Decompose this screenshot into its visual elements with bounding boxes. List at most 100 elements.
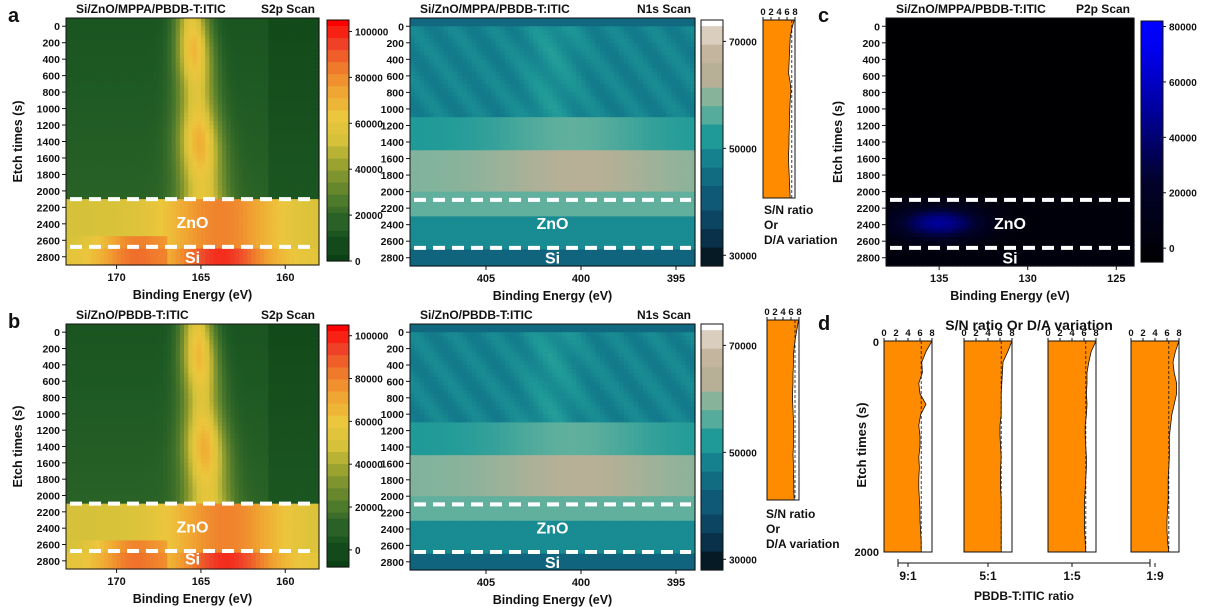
heatmap-cell xyxy=(234,120,240,126)
heatmap-cell xyxy=(146,252,151,258)
heatmap-cell xyxy=(243,83,248,89)
heatmap-cell xyxy=(500,67,506,73)
heatmap-cell xyxy=(133,232,139,237)
heatmap-cell xyxy=(184,38,189,44)
heatmap-cell xyxy=(137,199,143,204)
heatmap-cell xyxy=(302,207,307,213)
heatmap-cell xyxy=(125,75,130,81)
heatmap-cell xyxy=(595,34,601,40)
heatmap-cell xyxy=(666,26,672,31)
heatmap-cell xyxy=(74,38,80,44)
heatmap-cell xyxy=(452,63,459,69)
heatmap-cell xyxy=(285,67,291,73)
heatmap-cell xyxy=(495,84,501,89)
heatmap-cell xyxy=(285,120,291,126)
panel-letter-a: a xyxy=(8,5,20,27)
heatmap-cell xyxy=(247,215,253,221)
heatmap-cell xyxy=(179,125,185,130)
heatmap-cell xyxy=(609,26,615,31)
heatmap-cell xyxy=(259,71,265,77)
heatmap-cell xyxy=(600,92,606,98)
heatmap-cell xyxy=(251,149,257,155)
heatmap-cell xyxy=(314,71,320,77)
colorbar-segment xyxy=(327,224,349,232)
heatmap-cell xyxy=(95,227,101,233)
heatmap-cell xyxy=(230,207,236,213)
heatmap-cell xyxy=(306,211,312,217)
heatmap-cell xyxy=(137,232,143,237)
heatmap-cell xyxy=(95,50,101,56)
heatmap-cell xyxy=(268,120,274,126)
heatmap-cell xyxy=(264,162,269,167)
heatmap-cell xyxy=(95,63,101,68)
heatmap-cell xyxy=(524,30,530,36)
heatmap-cell xyxy=(638,80,644,85)
heatmap-cell xyxy=(255,112,261,118)
heatmap-cell xyxy=(562,84,568,89)
heatmap-cell xyxy=(112,67,118,73)
heatmap-cell xyxy=(200,186,206,192)
heatmap-cell xyxy=(66,166,71,171)
heatmap-cell xyxy=(95,207,101,213)
heatmap-cell xyxy=(590,92,596,98)
heatmap-cell xyxy=(137,26,143,31)
heatmap-cell xyxy=(314,59,320,64)
heatmap-cell xyxy=(566,18,573,23)
heatmap-cell xyxy=(306,83,312,89)
heatmap-cell xyxy=(566,42,573,48)
heatmap-cell xyxy=(196,244,202,250)
heatmap-cell xyxy=(414,80,421,85)
heatmap-cell xyxy=(158,149,164,155)
heatmap-cell xyxy=(108,190,113,196)
heatmap-cell xyxy=(666,59,672,65)
heatmap-cell xyxy=(505,22,511,27)
heatmap-cell xyxy=(528,46,535,52)
heatmap-cell xyxy=(205,50,210,56)
heatmap-cell xyxy=(112,203,118,208)
x-tick-label: 160 xyxy=(276,272,294,284)
heatmap-cell xyxy=(255,186,261,192)
heatmap-cell xyxy=(78,67,84,73)
heatmap-cell xyxy=(162,240,168,246)
heatmap-cell xyxy=(293,38,299,44)
heatmap-cell xyxy=(547,26,554,31)
heatmap-cell xyxy=(209,223,215,229)
heatmap-cell xyxy=(196,59,202,64)
heatmap-cell xyxy=(87,149,92,155)
heatmap-cell xyxy=(70,112,76,118)
heatmap-cell xyxy=(285,203,291,208)
heatmap-cell xyxy=(486,26,492,31)
heatmap-cell xyxy=(70,63,76,68)
heatmap-cell xyxy=(495,104,501,110)
heatmap-cell xyxy=(448,75,454,81)
heatmap-cell xyxy=(306,232,312,237)
heatmap-cell xyxy=(158,34,164,40)
heatmap-cell xyxy=(619,88,625,93)
heatmap-cell xyxy=(154,178,160,184)
heatmap-cell xyxy=(462,34,468,40)
heatmap-cell xyxy=(200,157,206,163)
heatmap-cell xyxy=(272,190,278,196)
heatmap-cell xyxy=(448,104,454,110)
heatmap-cell xyxy=(167,96,173,101)
heatmap-cell xyxy=(685,67,691,73)
heatmap-cell xyxy=(217,18,223,23)
heatmap-cell xyxy=(179,153,185,159)
heatmap-cell xyxy=(600,63,606,69)
heatmap-cell xyxy=(108,129,113,134)
heatmap-cell xyxy=(272,67,278,73)
heatmap-cell xyxy=(247,153,253,159)
heatmap-cell xyxy=(234,145,240,151)
heatmap-cell xyxy=(259,178,265,184)
heatmap-cell xyxy=(217,211,223,217)
heatmap-cell xyxy=(226,108,232,114)
heatmap-cell xyxy=(158,199,164,204)
heatmap-cell xyxy=(213,112,219,118)
heatmap-cell xyxy=(205,22,210,27)
heatmap-cell xyxy=(289,87,295,93)
heatmap-cell xyxy=(78,166,84,171)
heatmap-cell xyxy=(259,219,265,225)
heatmap-cell xyxy=(255,182,261,188)
heatmap-cell xyxy=(179,71,185,77)
heatmap-cell xyxy=(272,87,278,93)
